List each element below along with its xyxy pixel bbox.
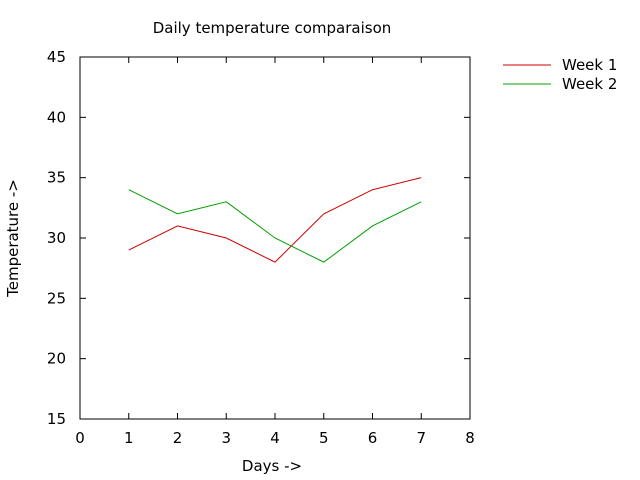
y-tick-label: 35 xyxy=(47,169,66,187)
legend-label: Week 2 xyxy=(562,75,617,93)
series-line-2 xyxy=(128,189,422,263)
x-tick-label: 3 xyxy=(221,429,231,447)
x-tick-label: 8 xyxy=(465,429,475,447)
y-tick-label: 25 xyxy=(47,289,66,307)
x-tick-label: 1 xyxy=(124,429,134,447)
x-tick-label: 6 xyxy=(368,429,378,447)
x-tick-label: 0 xyxy=(75,429,85,447)
y-tick-label: 30 xyxy=(47,229,66,247)
series-line-1 xyxy=(128,177,422,263)
x-tick-label: 2 xyxy=(173,429,183,447)
x-tick-label: 5 xyxy=(319,429,329,447)
chart-title: Daily temperature comparaison xyxy=(153,19,392,37)
y-tick-label: 20 xyxy=(47,350,66,368)
y-tick-label: 45 xyxy=(47,48,66,66)
series-lines xyxy=(128,177,422,263)
legend-label: Week 1 xyxy=(562,56,617,74)
x-axis-label: Days -> xyxy=(242,457,302,475)
y-tick-label: 40 xyxy=(47,108,66,126)
y-tick-label: 15 xyxy=(47,410,66,428)
x-tick-label: 4 xyxy=(270,429,280,447)
y-axis-label: Temperature -> xyxy=(4,179,22,298)
x-axis: 0 1 2 3 4 5 6 7 8 xyxy=(75,57,475,447)
x-tick-label: 7 xyxy=(416,429,426,447)
y-axis: 15 20 25 30 35 40 45 xyxy=(47,48,470,428)
